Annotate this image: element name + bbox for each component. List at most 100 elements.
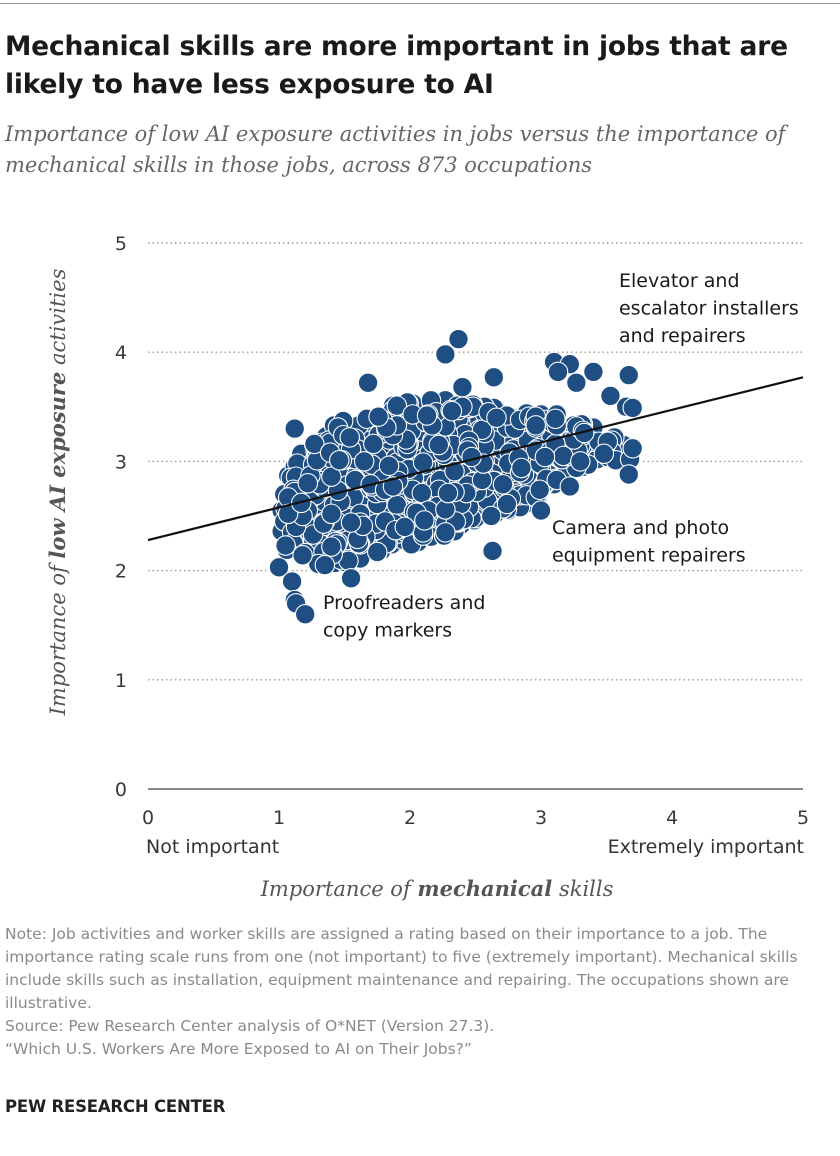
y-tick-label: 1 xyxy=(115,670,127,692)
data-point xyxy=(437,482,459,504)
report-title: “Which U.S. Workers Are More Exposed to … xyxy=(5,1040,472,1058)
brand-logo-text: PEW RESEARCH CENTER xyxy=(5,1097,226,1116)
y-tick-label: 2 xyxy=(115,561,127,583)
data-point xyxy=(340,567,362,589)
y-axis-title-emphasis: low AI exposure xyxy=(45,372,70,559)
x-tick-label: 2 xyxy=(404,807,416,829)
data-point xyxy=(321,503,342,525)
y-tick-label: 5 xyxy=(115,233,127,255)
data-point xyxy=(275,535,296,556)
x-axis-title-start: Importance of xyxy=(260,877,418,901)
data-point xyxy=(378,455,400,477)
data-point xyxy=(386,395,408,416)
top-rule xyxy=(0,3,840,4)
gridlines xyxy=(148,242,803,790)
data-point xyxy=(435,344,456,365)
data-point xyxy=(339,427,360,448)
annotation-line: Elevator and xyxy=(619,270,740,292)
chart-subtitle: Importance of low AI exposure activities… xyxy=(5,122,786,177)
data-point xyxy=(547,361,569,383)
y-axis-title-start: Importance of xyxy=(46,559,70,717)
annotation-3: Proofreaders and copy markers xyxy=(323,592,485,642)
x-tick-label: 3 xyxy=(535,807,547,829)
x-axis-title-emphasis: mechanical xyxy=(417,876,552,901)
x-tick-label: 5 xyxy=(797,807,809,829)
data-point xyxy=(496,493,518,515)
x-axis-title: Importance of mechanical skills xyxy=(260,876,614,901)
data-point xyxy=(363,433,384,455)
data-point xyxy=(622,438,643,459)
data-point xyxy=(314,554,336,576)
y-tick-label: 4 xyxy=(115,342,127,364)
data-point xyxy=(321,536,342,557)
data-point xyxy=(529,479,550,501)
annotation-line: Camera and photo xyxy=(552,517,729,539)
data-point xyxy=(304,433,325,455)
data-point xyxy=(411,482,433,504)
data-point xyxy=(534,446,556,468)
scatter-chart: 0 1 2 3 4 5 0 1 2 3 4 5 Not important Extremely im… xyxy=(45,233,809,901)
data-point xyxy=(483,367,505,388)
data-point xyxy=(428,434,450,456)
annotations: Elevator and escalator installers and repa… xyxy=(323,270,799,642)
data-point xyxy=(530,500,552,521)
data-point xyxy=(441,400,463,422)
data-point xyxy=(444,460,465,482)
annotation-1: Elevator and escalator installers and repa… xyxy=(619,270,799,347)
data-point xyxy=(559,476,581,497)
data-point xyxy=(566,372,587,394)
x-axis-title-end: skills xyxy=(552,877,613,901)
x-tick-label: 0 xyxy=(142,807,154,829)
note-text: Note: Job activities and worker skills a… xyxy=(5,925,798,1012)
x-caption-extremely-important: Extremely important xyxy=(608,836,804,858)
data-point xyxy=(281,571,303,592)
trend-line xyxy=(147,376,804,542)
data-point xyxy=(329,450,350,471)
x-tick-label: 1 xyxy=(273,807,285,829)
x-axis-ticks: 0 1 2 3 4 5 xyxy=(142,807,809,829)
data-point xyxy=(600,385,621,407)
data-point xyxy=(618,464,640,485)
data-point xyxy=(340,512,362,533)
annotation-line: Proofreaders and xyxy=(323,592,485,614)
data-point xyxy=(593,443,615,465)
data-point xyxy=(394,516,416,538)
data-point xyxy=(294,604,316,625)
y-tick-label: 3 xyxy=(115,451,127,473)
chart-title: Mechanical skills are more important in … xyxy=(5,31,788,100)
y-axis-title-end: activities xyxy=(46,268,70,371)
data-point xyxy=(622,397,643,419)
data-point xyxy=(486,407,507,428)
data-point xyxy=(480,505,502,527)
data-point xyxy=(357,372,379,394)
annotation-line: escalator installers xyxy=(619,298,799,320)
data-point xyxy=(284,418,305,439)
annotation-line: equipment repairers xyxy=(552,545,746,567)
data-point xyxy=(492,474,514,495)
data-point xyxy=(525,415,547,436)
data-point xyxy=(570,451,591,472)
annotation-line: copy markers xyxy=(323,620,452,642)
y-axis-title: Importance of low AI exposure activities xyxy=(45,268,70,716)
annotation-2: Camera and photo equipment repairers xyxy=(552,517,746,567)
data-point xyxy=(448,328,469,350)
data-point xyxy=(511,457,532,479)
data-point xyxy=(382,476,404,497)
data-point xyxy=(452,376,473,398)
y-tick-label: 0 xyxy=(115,779,127,801)
source-text: Source: Pew Research Center analysis of … xyxy=(5,1017,495,1035)
data-point xyxy=(416,405,438,426)
data-point xyxy=(435,522,456,543)
data-point xyxy=(545,408,566,430)
data-points xyxy=(268,328,643,625)
data-point xyxy=(366,541,388,563)
data-point xyxy=(353,451,375,472)
y-axis-ticks: 0 1 2 3 4 5 xyxy=(115,233,127,801)
footnote: Note: Job activities and worker skills a… xyxy=(5,923,835,1061)
data-point xyxy=(583,361,604,383)
data-point xyxy=(321,466,342,487)
x-caption-not-important: Not important xyxy=(146,836,279,858)
data-point xyxy=(368,406,389,427)
data-point xyxy=(553,445,574,467)
data-point xyxy=(268,557,290,578)
